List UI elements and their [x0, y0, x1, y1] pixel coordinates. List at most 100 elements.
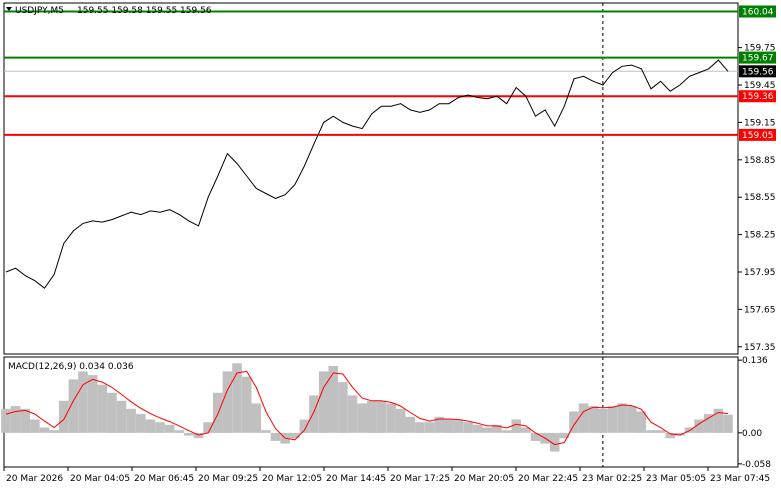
macd-axis: 0.136 0.00 -0.058: [738, 356, 771, 470]
level-lines: 160.04 159.67 159.36 159.05 159.56: [4, 5, 776, 141]
time-axis: 20 Mar 2026 20 Mar 04:05 20 Mar 06:45 20 Ma…: [3, 467, 770, 484]
macd-bar: [723, 414, 733, 433]
price-axis: 157.35 157.65 157.95 158.25 158.55 158.85 159.…: [738, 44, 776, 353]
macd-bar: [10, 406, 21, 433]
price-tick-label: 159.15: [744, 118, 776, 128]
macd-tick-label: -0.058: [742, 460, 771, 470]
macd-bar: [655, 430, 666, 433]
macd-bar: [174, 430, 185, 433]
macd-bar: [164, 424, 175, 433]
price-line: [5, 59, 729, 289]
macd-bar: [607, 406, 618, 433]
macd-label: MACD(12,26,9) 0.034 0.036: [8, 362, 134, 372]
macd-bar: [30, 419, 40, 433]
macd-bar: [617, 403, 627, 433]
time-tick-label: 20 Mar 2026: [6, 474, 63, 484]
macd-bar: [222, 371, 233, 433]
price-tick-label: 158.55: [744, 193, 776, 203]
time-tick-label: 20 Mar 20:05: [454, 474, 514, 484]
dropdown-triangle-icon[interactable]: [6, 7, 12, 11]
macd-bar: [97, 384, 108, 433]
time-tick-label: 20 Mar 12:05: [262, 474, 322, 484]
macd-bar: [636, 411, 647, 433]
time-tick-label: 20 Mar 06:45: [134, 474, 194, 484]
time-tick-label: 20 Mar 17:25: [390, 474, 450, 484]
macd-bar: [338, 382, 348, 433]
symbol-label: USDJPY,M5: [15, 6, 64, 16]
macd-bar: [357, 403, 367, 433]
price-tick-label: 159.75: [744, 44, 776, 54]
macd-bar: [184, 432, 194, 436]
macd-bar: [145, 419, 156, 433]
macd-bar: [87, 375, 98, 433]
macd-tick-label: 0.136: [742, 356, 768, 366]
current-price-label: 159.56: [742, 67, 774, 77]
level-tag-label: 160.04: [742, 7, 774, 17]
price-tick-label: 158.85: [744, 156, 776, 166]
macd-bar: [126, 408, 136, 433]
macd-bar: [424, 422, 435, 433]
macd-bar: [58, 400, 69, 433]
time-tick-label: 20 Mar 14:45: [326, 474, 386, 484]
macd-bar: [598, 408, 608, 433]
price-tick-label: 158.25: [744, 231, 776, 241]
macd-tick-label: 0.00: [742, 429, 762, 439]
macd-bar: [39, 427, 50, 433]
macd-bar: [713, 408, 724, 433]
macd-bar: [299, 419, 310, 433]
macd-bar: [386, 403, 396, 433]
macd-bar: [347, 395, 358, 433]
macd-bar: [376, 400, 387, 433]
level-tag: [739, 51, 776, 64]
macd-bar: [136, 414, 146, 433]
macd-bar: [405, 416, 416, 433]
level-tag-label: 159.36: [742, 92, 774, 102]
macd-bar: [675, 432, 685, 436]
macd-bar: [646, 430, 656, 433]
macd-bar: [318, 371, 329, 433]
macd-bar: [328, 366, 339, 433]
macd-bar: [549, 432, 560, 452]
macd-bar: [155, 422, 165, 433]
macd-bar: [395, 408, 406, 433]
price-tick-label: 157.65: [744, 305, 776, 315]
macd-bar: [588, 406, 598, 433]
time-tick-label: 23 Mar 05:05: [646, 474, 706, 484]
macd-bar: [578, 403, 589, 433]
level-tag: [739, 5, 776, 18]
macd-bar: [20, 408, 30, 433]
macd-bar: [270, 432, 281, 441]
macd-bar: [665, 432, 675, 439]
macd-bar: [511, 419, 521, 433]
macd-bar: [1, 408, 11, 433]
macd-bar: [626, 406, 637, 433]
time-tick-label: 20 Mar 22:45: [518, 474, 578, 484]
macd-bar: [116, 400, 127, 433]
macd-bar: [521, 427, 531, 433]
macd-bar: [241, 376, 252, 433]
price-tick-label: 157.35: [744, 343, 776, 353]
macd-bar: [501, 430, 512, 433]
macd-bar: [492, 424, 502, 433]
macd-bar: [68, 379, 79, 433]
macd-bar: [415, 422, 425, 433]
macd-bar: [309, 395, 319, 433]
macd-bar: [482, 427, 493, 433]
macd-bar: [472, 424, 483, 433]
macd-bar: [694, 419, 704, 433]
time-tick-label: 20 Mar 09:25: [198, 474, 258, 484]
macd-bar: [569, 411, 579, 433]
level-tag: [739, 90, 776, 103]
main-pane-border: [3, 2, 739, 355]
macd-bar: [530, 432, 541, 441]
macd-histogram: [1, 363, 733, 452]
macd-signal-line: [5, 370, 729, 446]
macd-bar: [203, 422, 213, 433]
level-tag: [739, 128, 776, 141]
macd-bar: [232, 363, 242, 433]
macd-bar: [559, 432, 570, 439]
price-tick-label: 157.95: [744, 268, 776, 278]
time-tick-label: 20 Mar 04:05: [70, 474, 130, 484]
macd-bar: [444, 419, 454, 433]
